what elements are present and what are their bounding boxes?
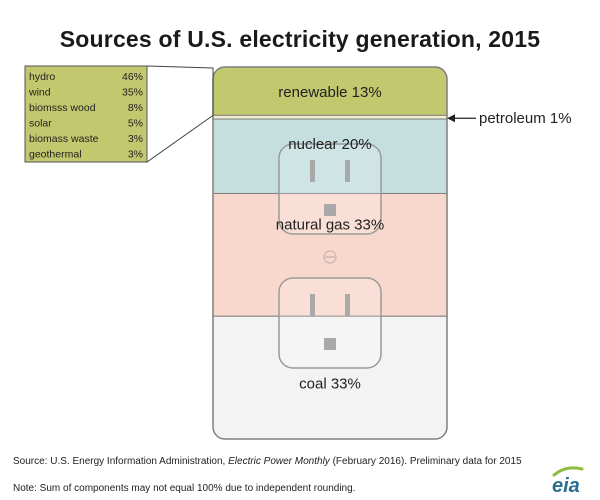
receptacle-slot-left: [310, 294, 315, 316]
legend-name-hydro: hydro: [29, 71, 55, 83]
legend-value-hydro: 46%: [122, 71, 143, 83]
receptacle-face: [278, 143, 382, 235]
label-renewable: renewable 13%: [278, 84, 381, 101]
receptacle-slot-right: [345, 160, 350, 182]
legend-name-geothermal: geothermal: [29, 149, 82, 161]
legend-name-biomass-waste: biomass waste: [29, 133, 99, 145]
source-prefix: Source: U.S. Energy Information Administ…: [13, 456, 229, 467]
band-nuclear: [213, 118, 447, 194]
cover-screw: [323, 250, 337, 264]
chart-title: Sources of U.S. electricity generation, …: [59, 26, 541, 52]
legend-name-wind: wind: [28, 87, 51, 99]
receptacle-slot-right: [345, 294, 350, 316]
legend-box: [24, 65, 148, 163]
eia-logo-swoosh: [552, 466, 584, 477]
legend-value-geothermal: 3%: [128, 149, 143, 161]
eia-logo: eia: [552, 466, 584, 495]
legend-name-solar: solar: [29, 118, 52, 130]
legend-value-biomass-waste: 3%: [128, 133, 143, 145]
rounding-note: Note: Sum of components may not equal 10…: [13, 483, 356, 494]
eia-logo-text: eia: [552, 475, 580, 495]
receptacle-bottom: [278, 277, 382, 369]
source-title: Electric Power Monthly: [228, 456, 330, 467]
label-coal: coal 33%: [299, 376, 361, 393]
receptacle-slot-left: [310, 160, 315, 182]
source-note: Source: U.S. Energy Information Administ…: [13, 456, 593, 467]
legend-name-biomsss-wood: biomsss wood: [29, 102, 96, 114]
receptacle-top: [278, 143, 382, 235]
screw-head: [323, 250, 337, 264]
receptacle-ground: [324, 204, 336, 216]
legend-value-wind: 35%: [122, 87, 143, 99]
receptacle-ground: [324, 338, 336, 350]
band-renewable: [213, 67, 447, 116]
petroleum-arrow-head: [447, 114, 455, 123]
legend-connector: [146, 65, 214, 163]
band-coal: [213, 315, 447, 439]
band-petroleum: [213, 114, 447, 120]
receptacle-face: [278, 277, 382, 369]
label-petroleum: petroleum 1%: [479, 110, 572, 127]
legend-value-solar: 5%: [128, 118, 143, 130]
legend-value-biomsss-wood: 8%: [128, 102, 143, 114]
outlet-plate-border: [212, 66, 448, 440]
label-natural-gas: natural gas 33%: [276, 216, 384, 233]
source-suffix: (February 2016). Preliminary data for 20…: [329, 456, 522, 467]
label-nuclear: nuclear 20%: [288, 136, 371, 153]
